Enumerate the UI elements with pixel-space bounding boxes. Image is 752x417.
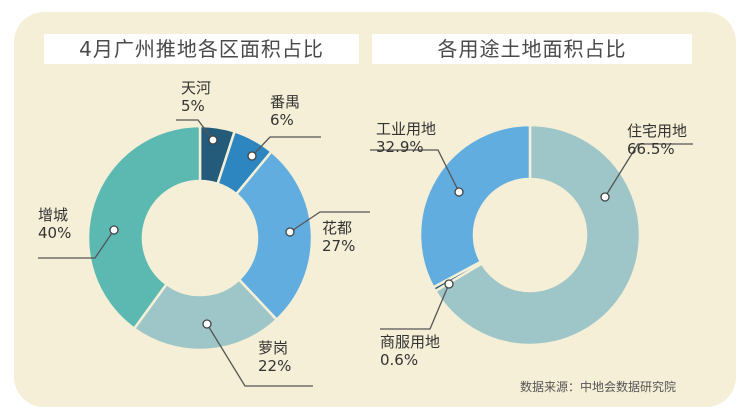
chart1-slice-value-2: 32.9% — [376, 138, 424, 156]
chart1-leader-dot-2 — [454, 187, 464, 197]
chart0-slice-name-2: 花都 — [322, 219, 352, 237]
chart0-slice-value-2: 27% — [322, 237, 355, 255]
chart1-leader-line-1 — [380, 283, 450, 330]
chart1-slice-value-1: 0.6% — [380, 351, 418, 369]
chart0-slice-value-0: 5% — [181, 97, 205, 115]
chart0-leader-line-4 — [38, 229, 115, 259]
chart1-slice-2 — [418, 123, 532, 290]
chart0-slice-value-4: 40% — [38, 224, 71, 242]
chart0-leader-line-2 — [289, 211, 370, 233]
chart1-leader-line-2 — [370, 149, 460, 193]
chart0-slice-value-3: 22% — [258, 357, 291, 375]
chart0-slice-3 — [132, 277, 279, 352]
chart1-slice-name-1: 商服用地 — [380, 333, 440, 351]
chart0-leader-dot-0 — [208, 135, 218, 145]
chart0-slice-2 — [234, 149, 314, 322]
chart0-leader-line-1 — [251, 136, 321, 157]
chart1-leader-dot-1 — [444, 279, 454, 289]
chart1-slice-name-2: 工业用地 — [376, 120, 436, 138]
chart1-leader-dot-0 — [600, 192, 610, 202]
chart0-leader-dot-2 — [285, 227, 295, 237]
data-source-note: 数据来源：中地会数据研究院 — [520, 380, 677, 394]
chart0-slice-value-1: 6% — [270, 111, 294, 129]
chart0-slice-4 — [86, 124, 202, 331]
chart1-slice-name-0: 住宅用地 — [627, 122, 687, 140]
chart0-leader-line-0 — [176, 119, 214, 141]
chart0-slice-name-0: 天河 — [181, 79, 211, 97]
left-chart-title: 4月广州推地各区面积占比 — [44, 34, 359, 64]
chart0-leader-line-3 — [206, 323, 313, 387]
chart0-leader-dot-1 — [247, 151, 257, 161]
chart0-slice-name-4: 增城 — [38, 206, 68, 224]
right-chart-title: 各用途土地面积占比 — [372, 34, 692, 64]
chart1-slice-0 — [433, 123, 642, 347]
chart1-leader-line-0 — [604, 143, 693, 198]
chart0-slice-name-3: 萝岗 — [258, 339, 288, 357]
chart0-slice-name-1: 番禺 — [270, 93, 300, 111]
chart0-leader-dot-4 — [109, 225, 119, 235]
chart0-leader-dot-3 — [202, 319, 212, 329]
chart1-slice-value-0: 66.5% — [627, 140, 675, 158]
